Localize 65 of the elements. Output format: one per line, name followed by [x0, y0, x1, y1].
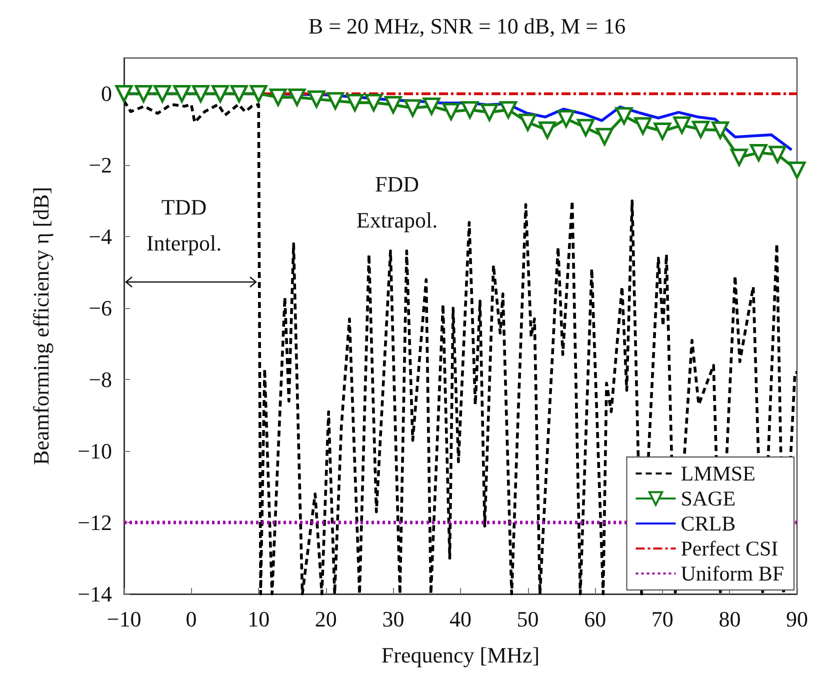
point [596, 128, 614, 146]
annotation: TDD Interpol. [146, 194, 222, 256]
point [692, 120, 710, 138]
point [115, 84, 133, 102]
y-tick-label: −2 [88, 152, 112, 178]
point [750, 144, 768, 162]
point [634, 117, 652, 135]
point [576, 118, 594, 136]
x-tick-label: 0 [186, 606, 197, 632]
legend-label: LMMSE [680, 462, 756, 486]
point [404, 99, 422, 117]
x-tick-label: 60 [584, 606, 606, 632]
x-tick-label: 90 [786, 606, 808, 632]
point [500, 101, 518, 119]
point [442, 102, 460, 120]
point [538, 121, 556, 139]
y-tick-label: −14 [78, 582, 112, 606]
chart-title: B = 20 MHz, SNR = 10 dB, M = 16 [308, 14, 626, 38]
x-tick-label: 70 [651, 606, 674, 632]
point [730, 148, 748, 166]
y-tick-label: −4 [88, 224, 112, 250]
point [712, 121, 730, 139]
point [288, 88, 306, 106]
x-tick-label: 30 [382, 606, 404, 632]
y-tick-label: −10 [78, 438, 112, 464]
y-tick-label: 0 [101, 81, 112, 106]
legend-label: SAGE [680, 486, 736, 510]
point [422, 97, 440, 115]
point [788, 161, 806, 179]
point [346, 94, 364, 112]
point [269, 88, 287, 106]
x-tick-label: 80 [718, 606, 741, 632]
legend-label: CRLB [680, 512, 736, 536]
y-tick-label: −8 [88, 367, 112, 392]
point [480, 104, 498, 122]
point [326, 92, 344, 110]
x-tick-label: −10 [106, 606, 142, 632]
point [192, 84, 210, 102]
x-axis-title: Frequency [MHz] [381, 642, 540, 668]
y-axis-title: Beamforming efficiency η [dB] [28, 186, 54, 466]
point [154, 84, 172, 102]
point [519, 114, 537, 132]
y-tick-label: −12 [78, 510, 112, 536]
y-tick-label: −6 [88, 296, 112, 321]
legend-label: Perfect CSI [680, 536, 778, 560]
point [615, 107, 633, 125]
point [250, 84, 268, 102]
point [364, 94, 382, 112]
x-tick-label: 40 [450, 606, 472, 632]
point [461, 101, 479, 119]
point [384, 96, 402, 114]
point [134, 84, 152, 102]
point [557, 110, 575, 128]
point [230, 84, 248, 102]
x-tick-label: 20 [314, 606, 337, 632]
point [768, 146, 786, 164]
point [308, 90, 326, 108]
x-tick-label: 10 [248, 606, 270, 632]
annotation: FDD Extrapol. [356, 172, 438, 232]
point [173, 84, 191, 102]
x-tick-label: 50 [516, 606, 539, 632]
point [673, 116, 691, 134]
point [211, 84, 229, 102]
legend-label: Uniform BF [680, 562, 784, 586]
point [654, 122, 672, 140]
